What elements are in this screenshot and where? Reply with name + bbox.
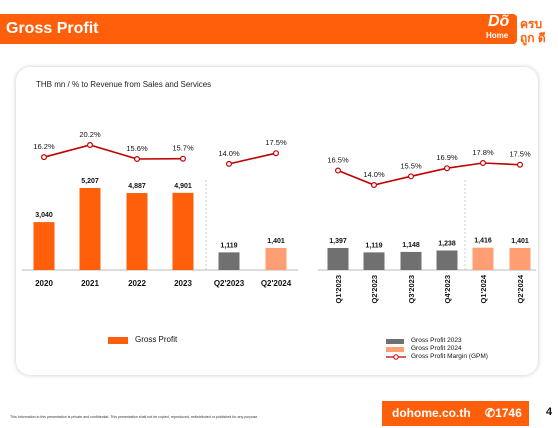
footer-phone: ✆1746 — [485, 406, 522, 420]
gpm-label-annual-4: 14.0% — [218, 149, 240, 158]
bar-value-label-quarter-5: 1,401 — [511, 238, 529, 245]
logo-tagline-1: ครบ — [520, 17, 543, 31]
gpm-point-annual-4 — [226, 160, 233, 167]
legend-swatch-gross-profit — [108, 337, 128, 344]
bar-value-label-annual-5: 1,401 — [267, 238, 285, 245]
category-label-quarter-3: Q4'2023 — [443, 275, 452, 303]
logo-mark-top: Dõ — [488, 13, 510, 30]
bar-annual-4 — [218, 252, 240, 270]
bar-annual-2 — [126, 193, 148, 270]
gpm-point-annual-5 — [273, 150, 280, 157]
gpm-label-quarter-2: 15.5% — [400, 161, 422, 170]
chart-subtitle: THB mn / % to Revenue from Sales and Ser… — [36, 80, 212, 89]
gpm-label-quarter-3: 16.9% — [436, 153, 458, 162]
footer-phone-number: 1746 — [495, 406, 522, 420]
bar-annual-3 — [172, 192, 194, 270]
gpm-label-quarter-5: 17.5% — [509, 150, 531, 159]
bar-value-label-quarter-0: 1,397 — [329, 238, 347, 245]
footer-band — [382, 401, 529, 426]
page-number: 4 — [546, 406, 553, 418]
legend-item-gp-2023: Gross Profit 2023 — [386, 337, 536, 345]
gpm-point-quarter-1 — [371, 182, 378, 189]
header-band — [0, 14, 492, 44]
gpm-point-quarter-5 — [516, 161, 523, 168]
logo-mark-bottom: Home — [486, 31, 509, 40]
legend-label-gross-profit: Gross Profit — [135, 335, 178, 344]
legend-label-gp-2023: Gross Profit 2023 — [411, 337, 462, 344]
gpm-point-quarter-3 — [444, 165, 451, 172]
legend-swatch-gp-2024 — [386, 347, 404, 352]
bar-value-label-annual-3: 4,901 — [174, 183, 192, 190]
category-label-annual-3: 2023 — [174, 279, 192, 288]
bar-value-label-quarter-3: 1,238 — [438, 241, 456, 248]
gpm-label-annual-3: 15.7% — [172, 144, 194, 153]
gpm-point-quarter-2 — [408, 173, 415, 180]
page-title: Gross Profit — [6, 20, 99, 37]
confidentiality-note: This information in this presentation is… — [10, 415, 259, 419]
category-label-quarter-0: Q1'2023 — [334, 275, 343, 303]
bar-quarter-5 — [509, 247, 531, 270]
gpm-line-annual-0 — [43, 144, 184, 160]
logo-tagline-2: ถูก ดี — [520, 31, 546, 45]
gpm-label-quarter-0: 16.5% — [327, 156, 349, 165]
legend-label-gpm: Gross Profit Margin (GPM) — [411, 353, 488, 360]
bar-quarter-2 — [400, 251, 422, 270]
legend-right: Gross Profit 2023 Gross Profit 2024 Gros… — [386, 337, 536, 364]
footer-website[interactable]: dohome.co.th — [392, 406, 471, 420]
bar-annual-5 — [265, 247, 287, 270]
gpm-line-annual-1 — [228, 152, 277, 165]
bar-quarter-3 — [436, 250, 458, 270]
gpm-label-annual-5: 17.5% — [265, 138, 287, 147]
legend-item-gp-2024: Gross Profit 2024 — [386, 345, 536, 353]
gpm-label-quarter-1: 14.0% — [363, 170, 385, 179]
bar-value-label-annual-4: 1,119 — [220, 242, 237, 249]
bar-value-label-annual-1: 5,207 — [81, 178, 99, 185]
category-label-annual-0: 2020 — [35, 279, 53, 288]
category-label-quarter-1: Q2'2023 — [370, 275, 379, 303]
bar-value-label-annual-2: 4,887 — [128, 183, 146, 190]
gpm-line-quarterly — [337, 162, 521, 186]
gpm-label-annual-0: 16.2% — [33, 142, 55, 151]
gpm-point-quarter-4 — [480, 160, 487, 167]
gpm-point-quarter-0 — [335, 167, 342, 174]
bar-value-label-quarter-2: 1,148 — [402, 242, 420, 249]
category-label-annual-2: 2022 — [128, 279, 146, 288]
bar-quarter-0 — [327, 248, 349, 270]
legend-label-gp-2024: Gross Profit 2024 — [411, 345, 462, 352]
gpm-label-annual-2: 15.6% — [126, 144, 148, 153]
legend-line-gpm-icon — [386, 354, 406, 360]
gpm-label-quarter-4: 17.8% — [472, 148, 494, 157]
category-label-quarter-5: Q2'2024 — [516, 274, 525, 303]
category-label-annual-1: 2021 — [81, 279, 99, 288]
chart-panel — [16, 67, 538, 375]
bar-annual-1 — [79, 188, 101, 270]
gpm-point-annual-1 — [86, 142, 93, 149]
header: Gross Profit Dõ Home ครบ ถูก ดี — [0, 0, 558, 57]
category-label-quarter-2: Q3'2023 — [407, 275, 416, 303]
bar-value-label-quarter-4: 1,416 — [474, 238, 492, 245]
category-label-quarter-4: Q1'2024 — [479, 274, 488, 303]
bar-annual-0 — [33, 222, 55, 270]
legend-swatch-gp-2023 — [386, 339, 404, 344]
gpm-point-annual-2 — [134, 156, 141, 163]
dohome-logo — [481, 14, 517, 44]
bar-value-label-quarter-1: 1,119 — [365, 242, 382, 249]
bar-quarter-4 — [472, 247, 494, 270]
gpm-point-annual-3 — [180, 155, 187, 162]
bar-value-label-annual-0: 3,040 — [35, 212, 53, 219]
category-label-annual-4: Q2'2023 — [214, 279, 245, 288]
category-label-annual-5: Q2'2024 — [261, 279, 292, 288]
gpm-label-annual-1: 20.2% — [79, 130, 101, 139]
legend-item-gpm: Gross Profit Margin (GPM) — [386, 353, 536, 361]
bar-quarter-1 — [363, 252, 385, 270]
gpm-point-annual-0 — [40, 154, 47, 161]
